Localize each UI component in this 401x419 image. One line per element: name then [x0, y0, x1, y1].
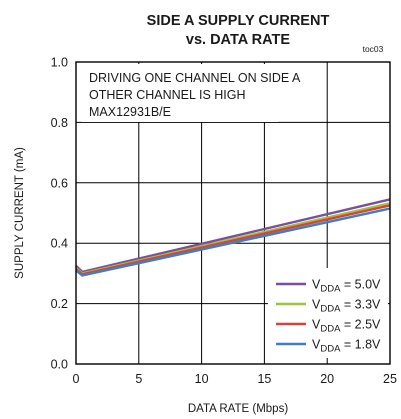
chart-subtitle: vs. DATA RATE — [186, 32, 291, 48]
y-tick-label: 0.2 — [51, 297, 68, 311]
plot-frame — [75, 61, 391, 365]
annotation-line-3: MAX12931B/E — [89, 105, 171, 119]
figure-tag: toc03 — [363, 44, 384, 54]
y-axis-ticks: 0.0 0.2 0.4 0.6 0.8 1.0 — [51, 56, 68, 372]
y-tick-label: 1.0 — [51, 56, 68, 70]
y-tick-label: 0.8 — [51, 116, 68, 130]
y-tick-label: 0.6 — [51, 176, 68, 190]
series-line-0 — [75, 198, 391, 274]
annotation-line-1: DRIVING ONE CHANNEL ON SIDE A — [89, 71, 301, 85]
x-tick-label: 25 — [383, 372, 397, 386]
chart-title: SIDE A SUPPLY CURRENT — [147, 13, 330, 29]
annotation-line-2: OTHER CHANNEL IS HIGH — [89, 88, 246, 102]
y-axis-label: SUPPLY CURRENT (mA) — [14, 147, 26, 279]
series-line-3 — [75, 207, 391, 277]
x-axis-ticks: 0 5 10 15 20 25 — [73, 372, 397, 386]
y-tick-label: 0.4 — [51, 237, 68, 251]
legend-label-3: VDDA = 1.8V — [312, 338, 381, 355]
x-tick-label: 10 — [195, 372, 209, 386]
legend-label-2: VDDA = 2.5V — [312, 318, 381, 335]
y-tick-label: 0.0 — [51, 358, 68, 372]
x-axis-label: DATA RATE (Mbps) — [188, 403, 288, 415]
annotation-background — [82, 64, 278, 122]
x-tick-label: 20 — [320, 372, 334, 386]
x-tick-label: 5 — [135, 372, 142, 386]
series-lines — [75, 198, 391, 277]
x-tick-label: 0 — [73, 372, 80, 386]
series-line-2 — [75, 204, 391, 276]
legend-label-1: VDDA = 3.3V — [312, 298, 381, 315]
legend-label-0: VDDA = 5.0V — [312, 278, 381, 295]
x-tick-label: 15 — [257, 372, 271, 386]
series-line-1 — [75, 202, 391, 275]
legend: VDDA = 5.0V VDDA = 3.3V VDDA = 2.5V VDDA = … — [276, 278, 381, 355]
